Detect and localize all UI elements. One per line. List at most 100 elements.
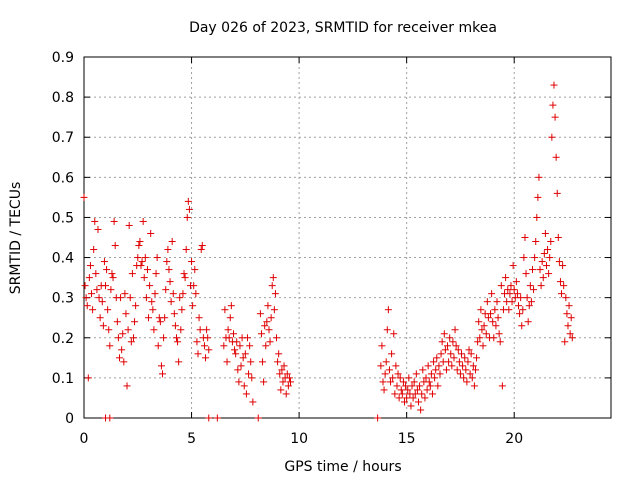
data-point bbox=[540, 250, 548, 258]
data-point bbox=[423, 386, 431, 394]
data-point bbox=[132, 302, 140, 310]
data-point bbox=[131, 318, 139, 326]
data-point bbox=[456, 370, 464, 378]
data-point bbox=[401, 398, 409, 406]
x-tick-label: 0 bbox=[80, 431, 89, 447]
y-tick-label: 0.8 bbox=[52, 90, 74, 106]
data-point bbox=[110, 217, 118, 225]
data-point bbox=[567, 314, 575, 322]
data-point bbox=[534, 193, 542, 201]
data-point bbox=[530, 286, 538, 294]
data-point bbox=[284, 382, 292, 390]
data-point bbox=[421, 394, 429, 402]
data-point bbox=[517, 294, 525, 302]
data-point bbox=[482, 330, 490, 338]
data-point bbox=[488, 290, 496, 298]
data-point bbox=[428, 390, 436, 398]
data-point bbox=[275, 350, 283, 358]
data-point bbox=[554, 234, 562, 241]
data-point bbox=[193, 338, 201, 346]
data-point bbox=[562, 294, 570, 302]
data-point bbox=[190, 282, 198, 290]
data-point bbox=[178, 306, 186, 314]
data-point bbox=[476, 334, 484, 342]
data-point bbox=[262, 342, 270, 350]
data-point bbox=[121, 290, 129, 298]
data-point bbox=[177, 326, 185, 334]
data-point bbox=[515, 302, 523, 310]
data-point bbox=[102, 282, 110, 290]
data-point bbox=[506, 290, 514, 298]
data-point bbox=[90, 246, 98, 254]
data-point bbox=[539, 274, 547, 282]
data-point bbox=[419, 366, 427, 374]
data-point bbox=[479, 342, 487, 350]
data-point bbox=[86, 262, 94, 270]
data-point bbox=[151, 290, 159, 298]
data-point bbox=[280, 362, 288, 370]
data-point bbox=[465, 346, 473, 354]
data-point bbox=[171, 322, 179, 330]
data-point bbox=[407, 402, 415, 410]
data-point bbox=[147, 229, 155, 237]
data-point bbox=[286, 378, 294, 386]
data-point bbox=[119, 330, 127, 338]
data-point bbox=[123, 382, 131, 390]
data-point bbox=[204, 334, 212, 342]
data-point bbox=[520, 254, 528, 262]
data-point bbox=[533, 213, 541, 221]
data-point bbox=[392, 362, 400, 370]
data-point bbox=[536, 266, 544, 274]
data-point bbox=[106, 342, 114, 350]
data-point bbox=[408, 382, 416, 390]
y-tick-label: 0.3 bbox=[52, 291, 74, 307]
data-point bbox=[394, 370, 402, 378]
data-point bbox=[205, 346, 213, 354]
data-point bbox=[227, 302, 235, 310]
x-tick-label: 15 bbox=[398, 431, 416, 447]
data-point bbox=[558, 290, 566, 298]
data-point bbox=[568, 334, 576, 342]
data-point bbox=[91, 217, 99, 225]
data-point bbox=[546, 254, 554, 262]
data-point bbox=[152, 270, 160, 278]
data-point bbox=[89, 306, 97, 314]
data-point bbox=[509, 262, 517, 270]
data-point bbox=[464, 358, 472, 366]
data-point bbox=[143, 266, 151, 274]
y-tick-label: 0.4 bbox=[52, 251, 74, 267]
data-point bbox=[236, 342, 244, 350]
data-point bbox=[527, 298, 535, 306]
data-point bbox=[188, 258, 196, 266]
data-point bbox=[564, 322, 572, 330]
data-point bbox=[547, 238, 555, 246]
data-point bbox=[166, 278, 174, 286]
data-point bbox=[450, 354, 458, 362]
data-point bbox=[235, 378, 243, 386]
data-point bbox=[242, 390, 250, 398]
data-point bbox=[282, 390, 290, 398]
data-point bbox=[237, 362, 245, 370]
data-point bbox=[477, 306, 485, 314]
data-point bbox=[449, 338, 457, 346]
data-point bbox=[140, 274, 148, 282]
data-point bbox=[220, 342, 228, 350]
data-point bbox=[377, 362, 385, 370]
data-point bbox=[134, 254, 142, 262]
data-point bbox=[231, 346, 239, 354]
data-point bbox=[454, 346, 462, 354]
data-point bbox=[478, 326, 486, 334]
data-point bbox=[441, 346, 449, 354]
data-point bbox=[398, 390, 406, 398]
data-point bbox=[437, 350, 445, 358]
data-point bbox=[114, 334, 122, 342]
data-point bbox=[189, 302, 197, 310]
data-point bbox=[470, 382, 478, 390]
data-point bbox=[279, 378, 287, 386]
data-point bbox=[521, 234, 529, 241]
data-point bbox=[498, 382, 506, 390]
data-point bbox=[391, 390, 399, 398]
data-point bbox=[285, 374, 293, 382]
data-point bbox=[129, 334, 137, 342]
